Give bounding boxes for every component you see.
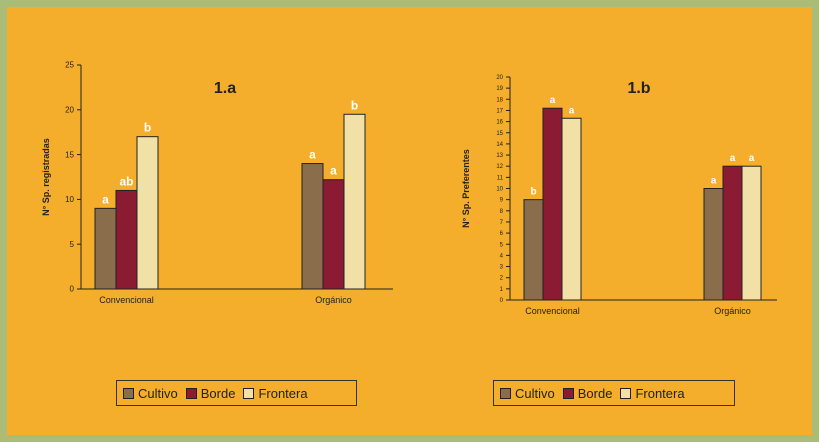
bar-b-cultivo-0	[523, 199, 544, 301]
legend-swatch	[500, 387, 511, 399]
y-tick-label-b: 20	[496, 75, 503, 81]
y-tick-label-b: 13	[496, 153, 503, 159]
x-tick-label-a: Convencional	[99, 295, 154, 305]
chart-title-b: 1.b	[627, 80, 650, 97]
y-tick-label-b: 3	[500, 265, 504, 271]
bar-b-cultivo-1	[703, 188, 724, 301]
y-tick-label-b: 12	[496, 164, 503, 170]
y-tick-label-a: 0	[70, 285, 75, 294]
bar-label-a: a	[330, 164, 337, 178]
y-tick-label-b: 10	[496, 187, 503, 193]
legend-1a: Cultivo Borde Frontera	[116, 380, 357, 406]
y-tick-label-b: 7	[500, 220, 504, 226]
bar-label-a: b	[351, 98, 358, 112]
legend-1b: Cultivo Borde Frontera	[493, 380, 735, 406]
legend-swatch	[620, 387, 632, 399]
y-tick-label-b: 6	[500, 231, 504, 237]
y-tick-label-b: 15	[496, 131, 503, 137]
bar-a-borde-0	[115, 189, 138, 290]
bar-b-frontera-0	[561, 117, 582, 301]
y-tick-label-b: 14	[496, 142, 503, 148]
bar-label-b: a	[730, 153, 736, 164]
y-tick-label-a: 20	[65, 105, 74, 114]
y-tick-label-b: 8	[500, 209, 504, 215]
bar-b-borde-1	[722, 165, 743, 301]
legend-item: Borde	[185, 385, 236, 401]
bar-label-b: a	[749, 153, 755, 164]
y-tick-label-b: 9	[500, 198, 504, 204]
legend-swatch	[185, 387, 197, 399]
bar-label-a: a	[309, 148, 316, 162]
legend-label: Cultivo	[138, 385, 178, 401]
y-tick-label-a: 15	[65, 150, 74, 159]
x-tick-label-b: Orgánico	[714, 306, 751, 316]
legend-item: Cultivo	[500, 386, 555, 401]
legend-label: Borde	[577, 385, 613, 401]
legend-item: Frontera	[243, 385, 308, 401]
y-tick-label-b: 19	[496, 86, 503, 92]
legend-label: Cultivo	[515, 385, 555, 401]
legend-item: Frontera	[620, 385, 685, 401]
legend-swatch	[562, 387, 574, 399]
bar-a-frontera-0	[136, 136, 159, 290]
y-tick-label-a: 25	[65, 61, 74, 70]
y-axis-label-a: N° Sp. registradas	[41, 138, 51, 216]
bar-label-a: a	[102, 192, 109, 206]
y-tick-label-b: 1	[500, 287, 504, 293]
x-tick-label-a: Orgánico	[315, 295, 352, 305]
bar-a-cultivo-1	[301, 163, 324, 290]
y-tick-label-b: 2	[500, 276, 504, 282]
y-tick-label-b: 5	[500, 242, 504, 248]
bar-a-frontera-1	[343, 113, 366, 290]
y-tick-label-b: 0	[500, 298, 504, 304]
legend-label: Frontera	[258, 385, 308, 401]
legend-label: Borde	[200, 385, 236, 401]
bar-label-b: a	[550, 95, 556, 106]
x-tick-label-b: Convencional	[525, 306, 580, 316]
bar-label-a: b	[144, 121, 151, 135]
y-tick-label-b: 18	[496, 97, 503, 103]
legend-label: Frontera	[635, 385, 685, 401]
bar-b-frontera-1	[741, 165, 762, 301]
y-tick-label-b: 11	[497, 175, 504, 181]
bar-label-b: b	[530, 187, 536, 198]
bar-b-borde-0	[542, 107, 563, 301]
legend-swatch	[123, 387, 134, 399]
legend-item: Borde	[562, 385, 613, 401]
y-tick-label-b: 4	[500, 253, 504, 259]
y-tick-label-b: 17	[496, 108, 503, 114]
y-tick-label-a: 5	[70, 240, 75, 249]
bar-a-borde-1	[322, 179, 345, 290]
chart-title-a: 1.a	[214, 80, 236, 97]
legend-item: Cultivo	[123, 386, 178, 401]
y-tick-label-a: 10	[65, 195, 74, 204]
bar-a-cultivo-0	[94, 207, 117, 290]
y-axis-label-b: N° Sp. Preferentes	[461, 149, 471, 228]
bar-label-b: a	[711, 176, 717, 187]
bar-label-a: ab	[119, 174, 133, 188]
legend-swatch	[243, 387, 255, 399]
figure-frame: 0 5 10 15 20 25 N° Sp. registradas 1.a a ab b Conve…	[7, 7, 812, 435]
bar-label-b: a	[569, 105, 575, 116]
y-tick-label-b: 16	[496, 120, 503, 126]
